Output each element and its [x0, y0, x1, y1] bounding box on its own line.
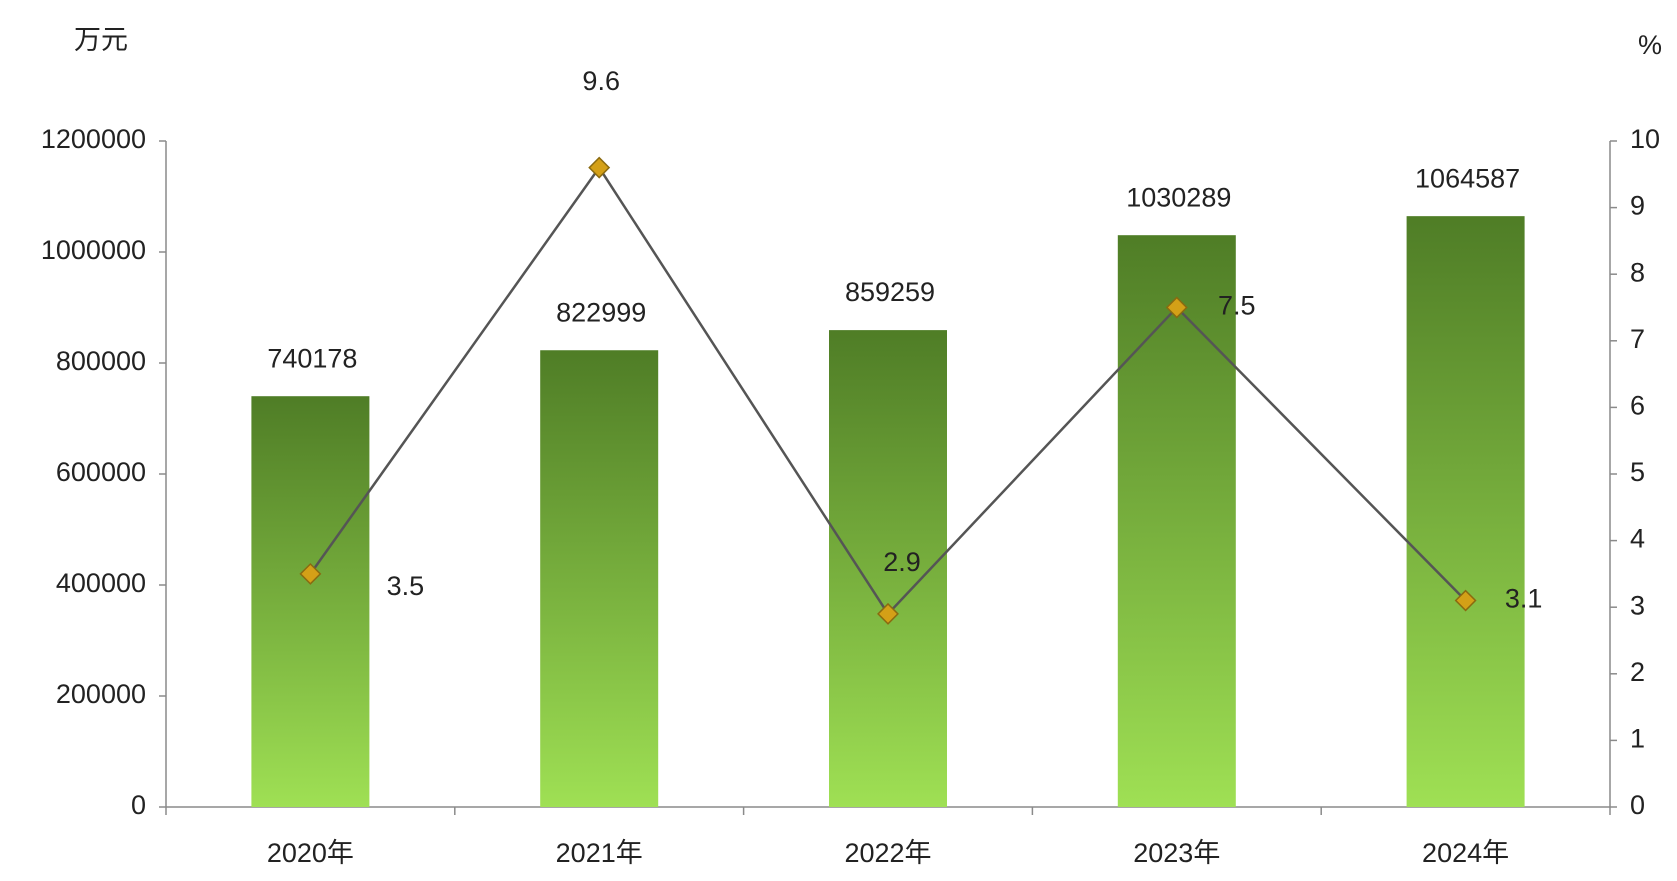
bar [540, 350, 659, 807]
line-value-label: 3.1 [1505, 584, 1543, 614]
y-tick-label: 600000 [56, 457, 146, 487]
y2-axis-label: % [1638, 30, 1662, 60]
y2-tick-label: 4 [1630, 524, 1645, 554]
y2-tick-label: 8 [1630, 257, 1645, 287]
line-marker [588, 156, 611, 179]
y2-tick-label: 3 [1630, 590, 1645, 620]
line-value-label: 9.6 [582, 66, 620, 96]
bar-value-label: 740178 [267, 343, 357, 373]
bar-value-label: 1064587 [1415, 163, 1520, 193]
line-marker [1165, 296, 1188, 319]
y-tick-label: 400000 [56, 568, 146, 598]
line-value-label: 7.5 [1218, 291, 1256, 321]
y-tick-label: 1200000 [41, 124, 146, 154]
line-value-label: 2.9 [883, 547, 921, 577]
y-tick-label: 200000 [56, 679, 146, 709]
y2-tick-label: 0 [1630, 790, 1645, 820]
line-marker [877, 602, 899, 625]
y2-tick-label: 6 [1630, 391, 1645, 421]
bar [1117, 235, 1236, 808]
bar [1406, 216, 1525, 807]
line-marker [299, 562, 322, 585]
y2-tick-label: 2 [1630, 657, 1645, 687]
y2-tick-label: 5 [1630, 457, 1645, 487]
y2-tick-label: 9 [1630, 191, 1645, 221]
y2-tick-label: 1 [1630, 724, 1645, 754]
y2-tick-label: 7 [1630, 324, 1645, 354]
bar-value-label: 859259 [845, 277, 935, 307]
bar-value-label: 822999 [556, 297, 646, 327]
line-marker [1454, 589, 1477, 612]
bar-value-label: 1030289 [1126, 182, 1231, 212]
y-tick-label: 800000 [56, 346, 146, 376]
y2-tick-label: 10 [1630, 124, 1660, 154]
x-tick-label: 2020年 [267, 838, 354, 868]
x-tick-label: 2022年 [844, 838, 931, 868]
y-tick-label: 1000000 [41, 235, 146, 265]
x-tick-label: 2023年 [1133, 838, 1220, 868]
x-tick-label: 2024年 [1422, 838, 1509, 868]
bar [829, 330, 947, 807]
x-tick-label: 2021年 [556, 838, 643, 868]
bar [251, 396, 370, 807]
y-tick-label: 0 [131, 790, 146, 820]
line-value-label: 3.5 [387, 571, 425, 601]
y-axis-label: 万元 [74, 25, 128, 55]
